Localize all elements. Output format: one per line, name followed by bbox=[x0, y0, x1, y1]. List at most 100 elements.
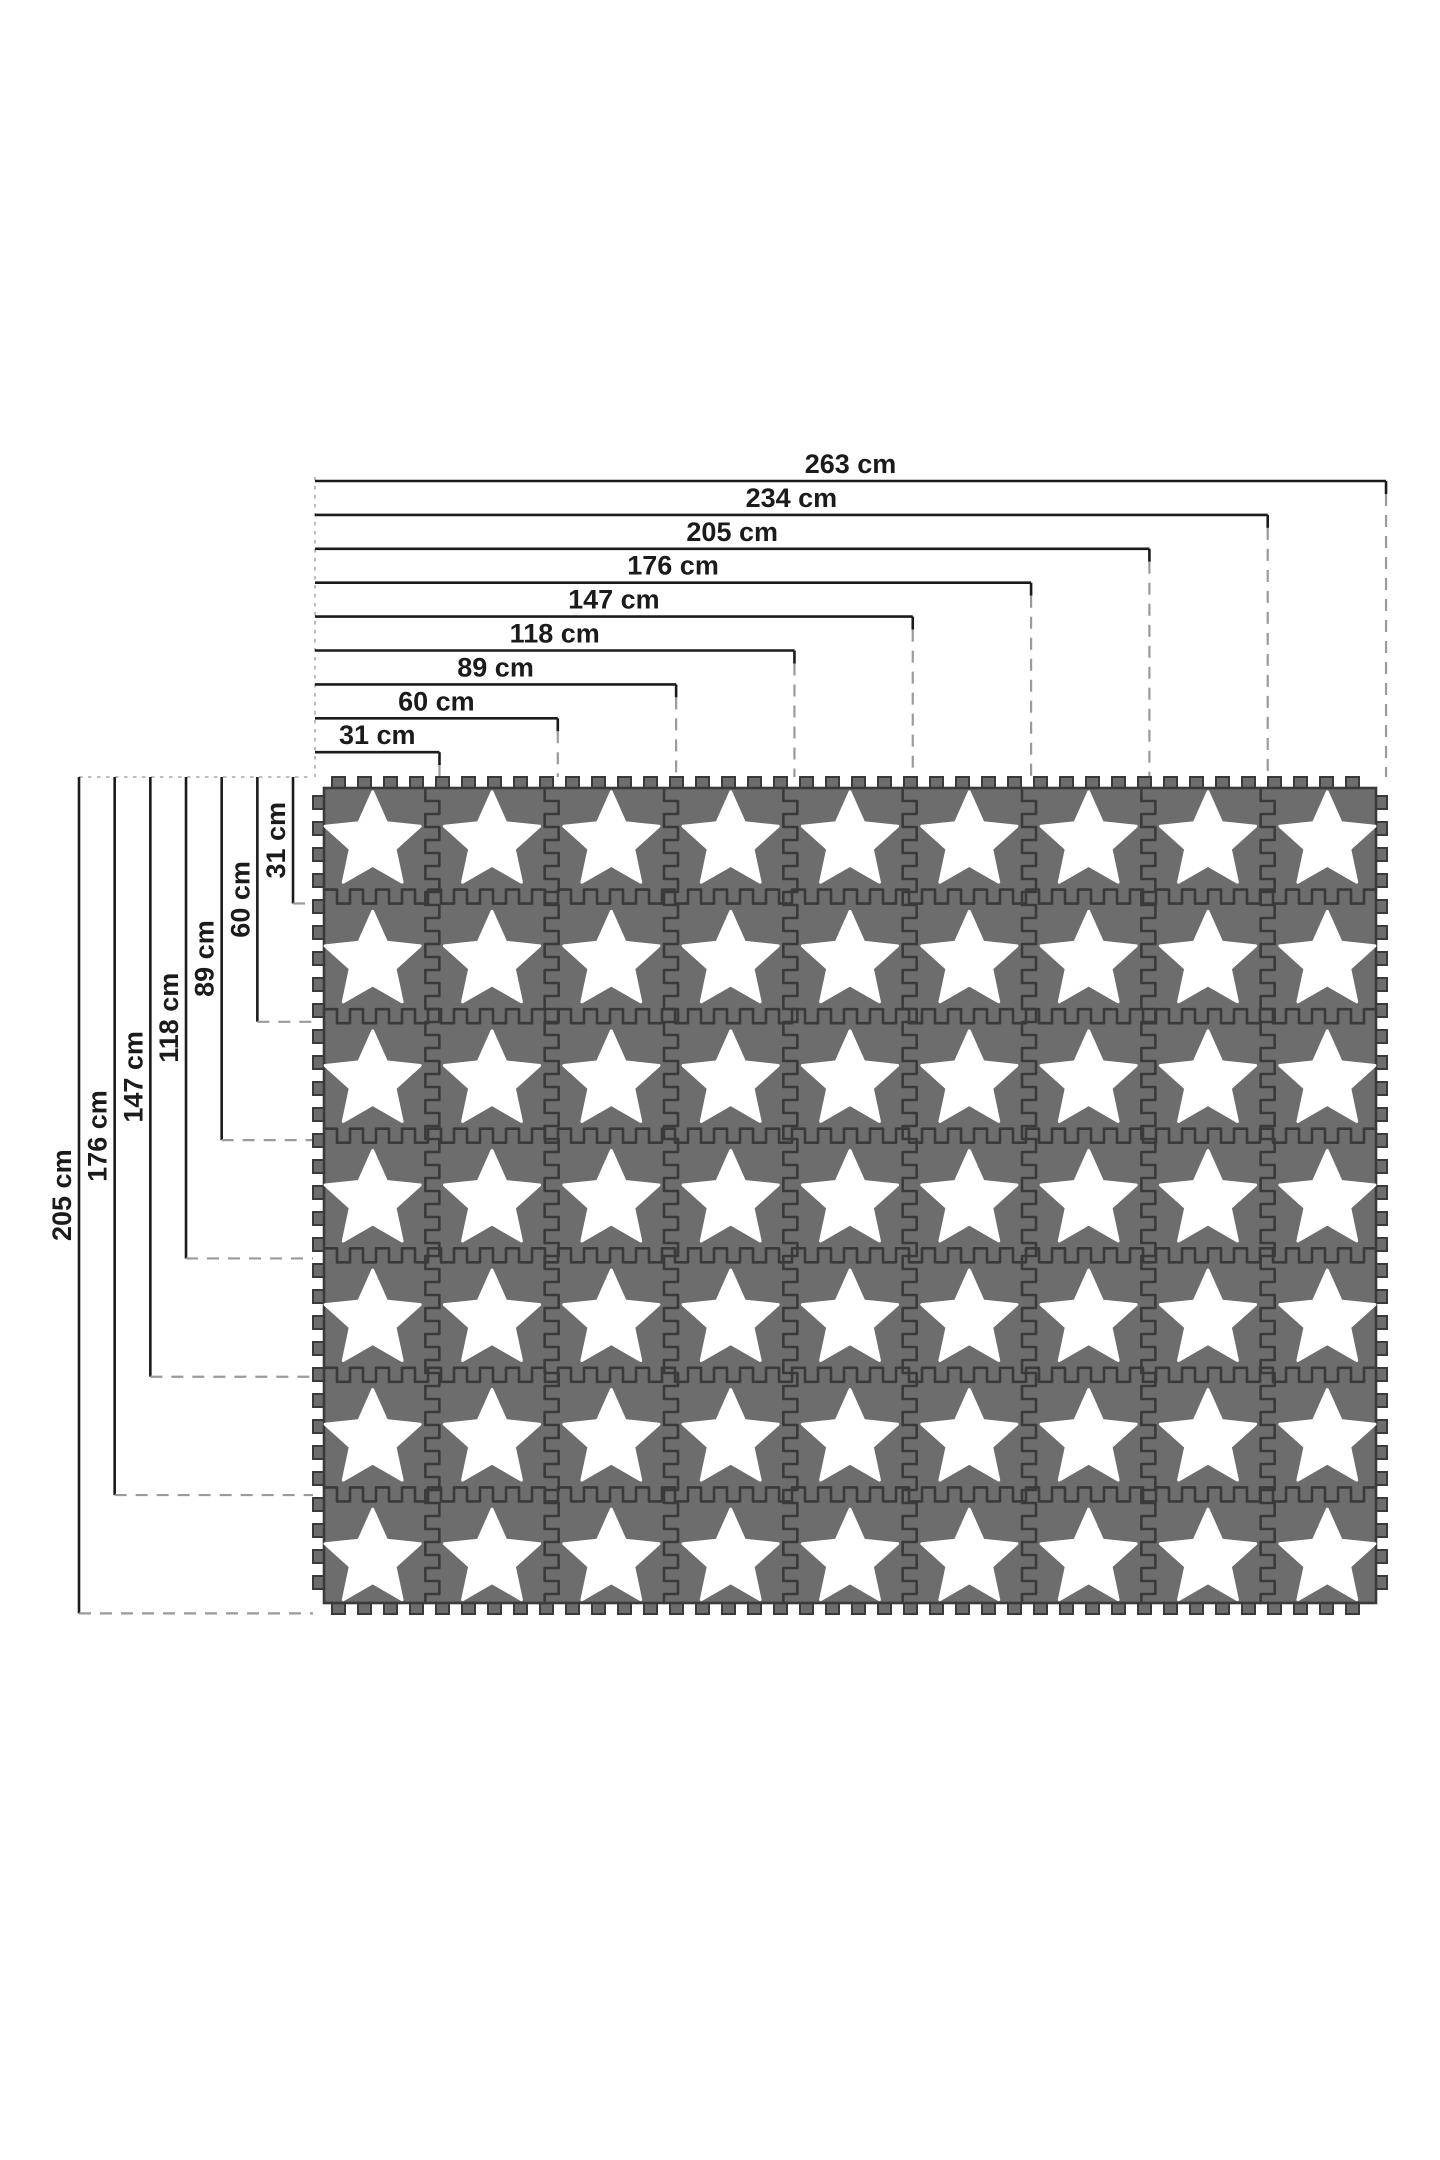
dimension-label: 31 cm bbox=[261, 802, 291, 879]
star-shape bbox=[1039, 1149, 1138, 1243]
star-shape bbox=[323, 1029, 422, 1123]
star-shape bbox=[562, 1507, 661, 1602]
puzzle-mat bbox=[312, 776, 1388, 1615]
tile-border-vertical bbox=[901, 786, 918, 1605]
dimension-label: 118 cm bbox=[154, 973, 184, 1063]
star-shape bbox=[681, 1507, 780, 1602]
tile-interlock-borders bbox=[322, 786, 1378, 1605]
top-dimension-60: 60 cm bbox=[315, 686, 560, 777]
star-shape bbox=[1158, 1388, 1258, 1482]
left-dimension-60: 60 cm bbox=[225, 777, 313, 1023]
tile-border-vertical bbox=[1020, 786, 1038, 1605]
star-shape bbox=[920, 909, 1019, 1004]
star-shape bbox=[1158, 790, 1258, 884]
top-dimension-118: 118 cm bbox=[315, 619, 796, 777]
star-shape bbox=[323, 1149, 422, 1243]
star-shape bbox=[442, 1388, 542, 1482]
star-shape bbox=[1039, 1507, 1138, 1602]
star-shape bbox=[800, 1268, 900, 1362]
tile-border-vertical bbox=[543, 786, 560, 1605]
dimension-label: 176 cm bbox=[627, 551, 719, 581]
star-shape bbox=[1158, 1268, 1258, 1362]
dimension-label: 205 cm bbox=[47, 1149, 77, 1241]
top-dimension-31: 31 cm bbox=[315, 720, 441, 777]
star-shape bbox=[442, 1149, 542, 1243]
star-shape bbox=[323, 1388, 422, 1482]
star-shape bbox=[920, 1268, 1019, 1362]
star-shape bbox=[442, 1268, 542, 1362]
star-shape bbox=[1278, 1507, 1377, 1602]
star-shape bbox=[920, 1029, 1019, 1123]
star-shape bbox=[442, 1507, 542, 1602]
star-shape bbox=[800, 1388, 900, 1482]
guide-lines bbox=[79, 477, 316, 778]
star-shape bbox=[562, 1149, 661, 1243]
dimension-label: 205 cm bbox=[686, 517, 778, 547]
dimension-label: 60 cm bbox=[398, 686, 475, 716]
star-shape bbox=[562, 790, 661, 884]
star-shape bbox=[1278, 1268, 1377, 1362]
tile-border-horizontal bbox=[322, 1246, 1378, 1264]
tile-border-horizontal bbox=[322, 1366, 1378, 1384]
star-shape bbox=[1278, 790, 1377, 884]
top-dimension-89: 89 cm bbox=[315, 652, 678, 777]
star-shape bbox=[1039, 909, 1138, 1004]
star-shape bbox=[681, 909, 780, 1004]
tile-border-vertical bbox=[1259, 786, 1276, 1605]
top-dimension-205: 205 cm bbox=[315, 517, 1151, 777]
dimension-label: 31 cm bbox=[339, 720, 416, 750]
top-dimension-147: 147 cm bbox=[315, 585, 915, 777]
star-shape bbox=[800, 1149, 900, 1243]
star-shape bbox=[1039, 1029, 1138, 1123]
star-shape bbox=[1158, 1149, 1258, 1243]
star-shape bbox=[681, 1029, 780, 1123]
star-shape bbox=[681, 1388, 780, 1482]
dimension-label: 89 cm bbox=[457, 652, 534, 682]
tile-border-horizontal bbox=[322, 1127, 1378, 1145]
star-shape bbox=[1158, 909, 1258, 1004]
star-shape bbox=[562, 1268, 661, 1362]
tile-border-vertical bbox=[1140, 786, 1157, 1605]
star-shape bbox=[562, 909, 661, 1004]
top-dimension-263: 263 cm bbox=[315, 449, 1388, 777]
star-shape bbox=[562, 1388, 661, 1482]
left-dimension-89: 89 cm bbox=[190, 777, 313, 1142]
star-shape bbox=[442, 909, 542, 1004]
star-shape bbox=[800, 1507, 900, 1602]
star-shape bbox=[920, 1149, 1019, 1243]
top-dimension-234: 234 cm bbox=[315, 483, 1270, 777]
star-shape bbox=[1039, 790, 1138, 884]
star-shape bbox=[1278, 909, 1377, 1004]
star-shape bbox=[681, 790, 780, 884]
tile-border-vertical bbox=[782, 786, 799, 1605]
star-shape bbox=[1039, 1388, 1138, 1482]
star-shape bbox=[681, 1149, 780, 1243]
star-shape bbox=[1158, 1507, 1258, 1602]
star-shape bbox=[562, 1029, 661, 1123]
star-shape bbox=[323, 909, 422, 1004]
star-shape bbox=[681, 1268, 780, 1362]
top-dimension-176: 176 cm bbox=[315, 551, 1033, 777]
star-shape bbox=[323, 790, 422, 884]
star-shape bbox=[1278, 1149, 1377, 1243]
star-shape bbox=[800, 909, 900, 1004]
dimension-label: 176 cm bbox=[83, 1090, 113, 1182]
dimension-label: 89 cm bbox=[190, 920, 220, 997]
dimension-label: 234 cm bbox=[746, 483, 838, 513]
dimension-label: 60 cm bbox=[225, 861, 255, 938]
star-shape bbox=[920, 790, 1019, 884]
dimension-label: 263 cm bbox=[805, 449, 897, 479]
star-shape bbox=[323, 1507, 422, 1602]
left-dimension-31: 31 cm bbox=[261, 777, 313, 905]
star-shape bbox=[1158, 1029, 1258, 1123]
left-dimension-147: 147 cm bbox=[118, 777, 313, 1378]
star-shape bbox=[800, 790, 900, 884]
left-dimension-118: 118 cm bbox=[154, 777, 313, 1260]
star-shape bbox=[920, 1507, 1019, 1602]
star-shape bbox=[442, 790, 542, 884]
dimension-label: 147 cm bbox=[568, 585, 660, 615]
